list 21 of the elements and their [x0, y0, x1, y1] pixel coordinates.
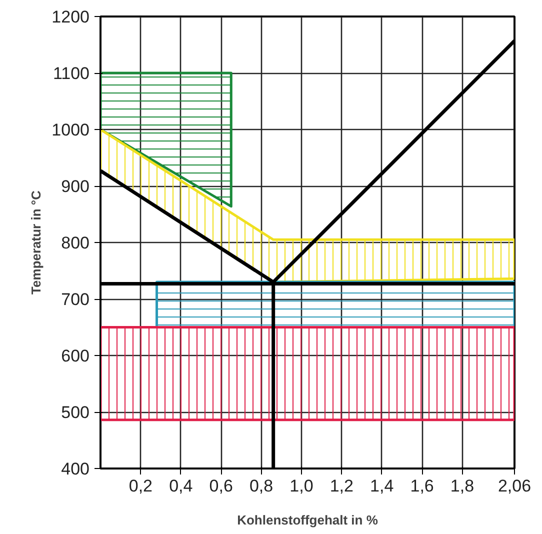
y-tick-label: 1200 [52, 8, 90, 26]
x-tick-label: 0,6 [209, 476, 233, 496]
x-axis-title: Kohlenstoffgehalt in % [237, 512, 378, 528]
y-tick-label: 1000 [52, 120, 90, 140]
x-tick-label: 1,2 [330, 476, 354, 496]
y-tick-label: 600 [61, 346, 90, 366]
x-tick-label: 1,4 [370, 476, 394, 496]
x-tick-label: 1,6 [410, 476, 434, 496]
x-tick-label: 2,06 [498, 476, 532, 496]
y-tick-label: 500 [61, 403, 90, 422]
x-tick-label: 1,0 [290, 476, 314, 496]
y-tick-label: 1100 [52, 64, 90, 83]
y-tick-label: 900 [61, 177, 90, 196]
x-tick-label: 0,4 [169, 476, 193, 496]
x-tick-label: 0,8 [249, 476, 274, 496]
y-tick-label: 800 [61, 234, 90, 252]
y-tick-label: 400 [61, 460, 90, 478]
x-tick-label: 1,8 [450, 476, 474, 496]
y-axis-title: Temperatur in °C [28, 190, 44, 294]
y-tick-label: 700 [61, 290, 90, 309]
x-tick-label: 0,2 [128, 476, 153, 496]
